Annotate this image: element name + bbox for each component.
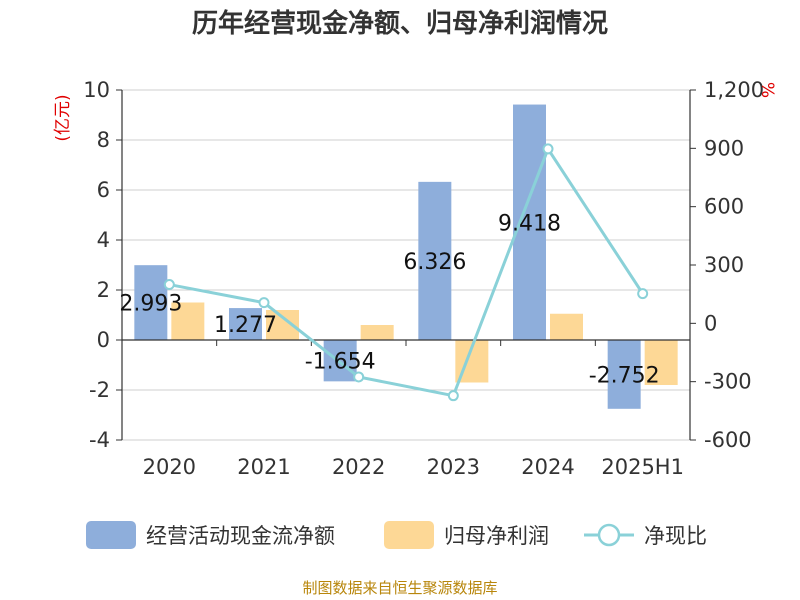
right-tick-label: 600 <box>704 195 744 219</box>
net-profit-bar <box>550 313 583 340</box>
x-tick-label: 2023 <box>427 455 480 479</box>
right-axis-unit: % <box>757 82 777 98</box>
legend: 经营活动现金流净额 归母净利润 净现比 <box>86 521 707 549</box>
cashflow-bar <box>607 340 641 409</box>
right-tick-label: -300 <box>704 370 752 394</box>
left-axis-unit: (亿元) <box>53 94 73 141</box>
x-tick-label: 2021 <box>237 455 290 479</box>
ratio-point <box>353 371 365 383</box>
x-tick-label: 2024 <box>521 455 574 479</box>
ratio-point <box>258 297 270 309</box>
x-tick-label: 2020 <box>143 455 196 479</box>
ratio-point <box>163 279 175 291</box>
right-tick-label: 0 <box>704 311 717 335</box>
cashflow-data-label: -1.654 <box>305 350 376 375</box>
net-profit-bar <box>360 325 394 340</box>
net-profit-bar <box>644 340 678 385</box>
data-labels: 2.993 1.277 -1.654 6.326 9.418 -2.752 <box>119 211 659 388</box>
source-note: 制图数据来自恒生聚源数据库 <box>302 579 497 597</box>
left-tick-label: 2 <box>97 278 110 302</box>
x-tick-label: 2025H1 <box>601 455 684 479</box>
legend-label: 归母净利润 <box>444 524 549 548</box>
cashflow-bar <box>229 308 262 340</box>
x-tick-label: 2022 <box>332 455 385 479</box>
right-tick-label: 1,200 <box>704 78 764 102</box>
ratio-point <box>542 143 554 155</box>
tick-labels: 10 8 6 4 2 0 -2 -4 1,200 900 600 300 0 -300 -600 2020 20… <box>83 78 764 479</box>
left-tick-label: 0 <box>97 328 110 352</box>
grid <box>122 89 690 441</box>
chart-title: 历年经营现金净额、归母净利润情况 <box>192 8 608 39</box>
ratio-line-path <box>169 145 644 398</box>
ratio-point <box>637 288 649 300</box>
left-tick-label: 4 <box>97 228 110 252</box>
cashflow-data-label: 6.326 <box>403 250 466 275</box>
bars <box>134 104 678 409</box>
ratio-point <box>447 390 459 402</box>
left-tick-label: 10 <box>83 78 110 102</box>
cashflow-data-label: -2.752 <box>589 363 660 388</box>
legend-label: 经营活动现金流净额 <box>146 524 335 548</box>
cashflow-bar <box>134 265 168 340</box>
left-tick-label: 6 <box>97 178 110 202</box>
legend-marker <box>597 523 621 547</box>
cashflow-data-label: 2.993 <box>119 292 182 317</box>
legend-label: 净现比 <box>644 524 707 548</box>
axes <box>116 89 696 441</box>
cashflow-bar <box>418 181 452 340</box>
cashflow-data-label: 9.418 <box>498 211 561 236</box>
right-tick-label: -600 <box>704 428 752 452</box>
right-tick-label: 300 <box>704 253 744 277</box>
ratio-line <box>163 143 649 402</box>
right-tick-label: 900 <box>704 136 744 160</box>
net-profit-bar <box>171 302 205 340</box>
left-tick-label: -4 <box>89 428 110 452</box>
cashflow-data-label: 1.277 <box>214 313 277 338</box>
left-tick-label: -2 <box>89 378 110 402</box>
legend-swatch <box>384 521 434 549</box>
left-tick-label: 8 <box>97 128 110 152</box>
legend-swatch <box>86 521 136 549</box>
